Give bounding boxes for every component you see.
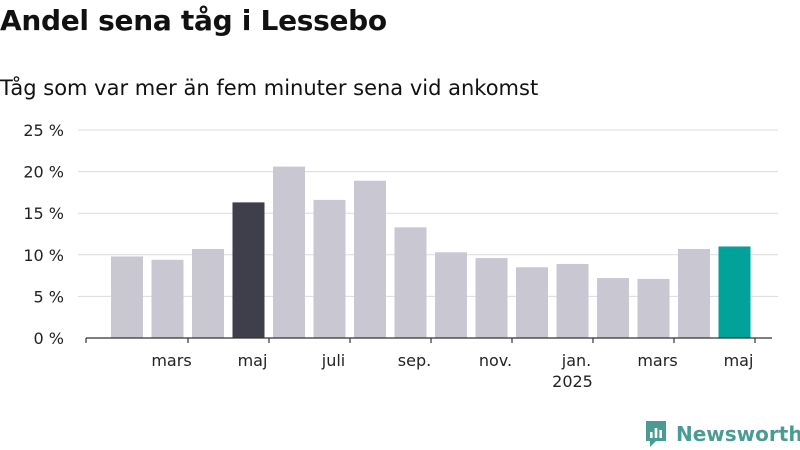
y-tick-label: 20 %: [23, 163, 64, 182]
x-tick-label: juli: [321, 351, 345, 370]
x-axis-labels: mars maj juli sep. nov. jan. 2025 mars maj: [151, 351, 753, 391]
bar: [516, 267, 548, 338]
bar: [192, 248, 224, 338]
bar: [394, 227, 427, 338]
bar: [556, 263, 589, 338]
x-tick-label: jan.: [561, 351, 591, 370]
y-tick-label: 10 %: [23, 246, 64, 265]
x-tick-label: maj: [238, 351, 268, 370]
chart-title: Andel sena tåg i Lessebo: [0, 4, 387, 37]
y-tick-label: 5 %: [34, 287, 64, 306]
newsworthy-logo: Newsworthy: [644, 419, 800, 449]
x-tick-label: nov.: [479, 351, 512, 370]
bar: [111, 256, 143, 338]
bar: [435, 252, 467, 338]
bar: [151, 259, 184, 338]
bar: [273, 166, 305, 338]
x-axis: [85, 337, 772, 343]
bar: [718, 246, 751, 338]
x-tick-label: mars: [151, 351, 191, 370]
bar: [232, 202, 265, 338]
bar: [637, 278, 670, 338]
y-axis-labels: 0 % 5 % 10 % 15 % 20 % 25 %: [23, 121, 64, 348]
bar: [475, 258, 508, 338]
x-tick-label: maj: [724, 351, 754, 370]
newsworthy-logo-icon: [646, 421, 666, 447]
y-tick-label: 0 %: [34, 329, 64, 348]
chart-subtitle: Tåg som var mer än fem minuter sena vid …: [0, 76, 539, 100]
x-tick-label: sep.: [398, 351, 431, 370]
bar: [597, 278, 629, 338]
brand-name: Newsworthy: [676, 422, 800, 446]
bar: [678, 248, 710, 338]
x-tick-sublabel: 2025: [552, 372, 593, 391]
y-tick-label: 15 %: [23, 204, 64, 223]
y-tick-label: 25 %: [23, 121, 64, 140]
bar: [354, 180, 386, 338]
bar-chart: 0 % 5 % 10 % 15 % 20 % 25 % mars maj juli sep. no…: [23, 121, 778, 391]
bar: [313, 199, 346, 338]
bars: [111, 166, 751, 338]
x-tick-label: mars: [637, 351, 677, 370]
